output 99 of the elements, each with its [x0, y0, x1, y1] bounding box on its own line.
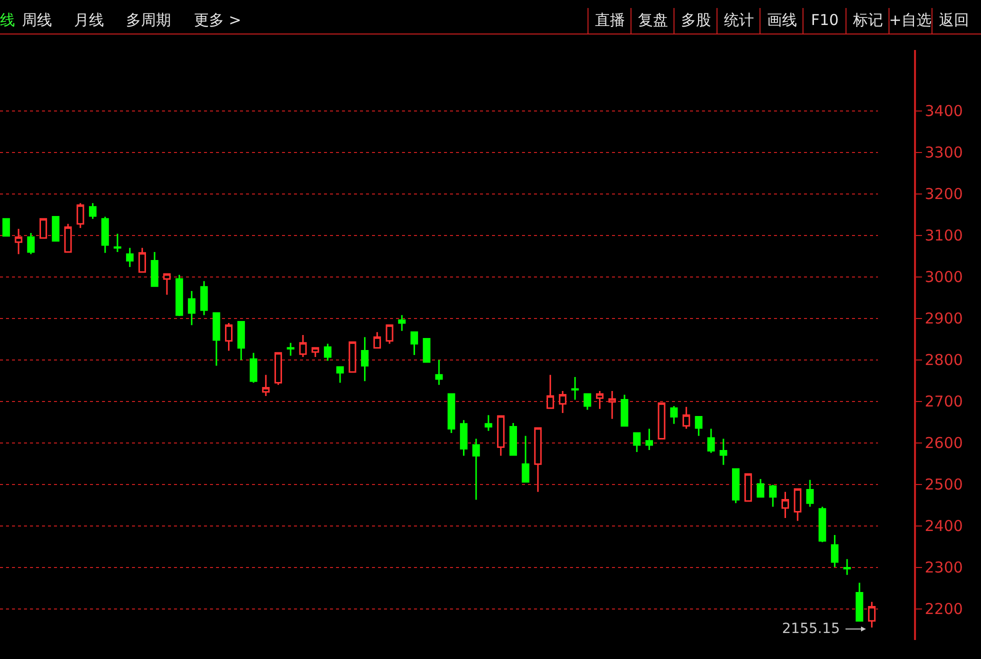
y-tick-label: 2200 — [924, 600, 963, 618]
candlestick — [534, 427, 542, 493]
candlestick — [596, 390, 604, 410]
y-tick-label: 2700 — [924, 392, 963, 411]
y-tick-label: 3100 — [924, 226, 963, 245]
candlestick — [114, 233, 122, 253]
candlestick — [324, 343, 332, 362]
candlestick — [398, 314, 406, 332]
candlestick — [312, 347, 320, 358]
candlestick — [806, 479, 814, 508]
candlestick — [336, 366, 344, 384]
candlestick — [707, 428, 715, 454]
text: 返回 — [939, 11, 969, 29]
candlestick — [756, 478, 764, 498]
candlestick — [497, 415, 505, 457]
y-tick-label: 3000 — [924, 268, 963, 286]
candlestick — [633, 432, 641, 453]
candlestick — [163, 273, 171, 296]
candlestick — [2, 218, 10, 237]
y-tick-label: 2300 — [924, 558, 963, 577]
candlestick — [14, 228, 22, 255]
text: 月线 — [74, 11, 104, 29]
y-tick-label: 2900 — [924, 310, 963, 328]
candlestick — [262, 374, 270, 397]
text: 画线 — [767, 11, 797, 29]
text: 周线 — [22, 11, 52, 29]
candlestick — [658, 402, 666, 440]
text: F10 — [811, 11, 839, 29]
candlestick — [200, 280, 208, 316]
candlestick — [373, 331, 381, 349]
text: 多周期 — [126, 11, 171, 29]
candlestick — [682, 406, 690, 430]
candlestick — [286, 342, 294, 357]
candlestick — [138, 247, 146, 273]
candlestick — [460, 419, 468, 457]
candlestick — [584, 393, 592, 410]
candlestick — [694, 416, 702, 437]
candlestick — [126, 247, 134, 268]
candlestick — [150, 251, 158, 287]
y-tick-label: 2500 — [924, 476, 963, 494]
candlestick — [732, 468, 740, 504]
text: 复盘 — [638, 11, 668, 29]
candlestick — [645, 428, 654, 451]
text: 直播 — [595, 11, 625, 29]
candlestick — [361, 336, 369, 382]
candlestick — [868, 601, 876, 628]
text: 标记 — [852, 11, 883, 29]
candlestick — [64, 223, 72, 253]
candlestick — [830, 534, 838, 568]
text: 多股 — [681, 11, 711, 29]
candlestick — [299, 334, 307, 358]
candlestick — [509, 422, 517, 456]
candlestick — [558, 390, 566, 414]
candlestick — [250, 352, 258, 384]
candlestick — [670, 405, 678, 425]
candlestick — [386, 324, 394, 345]
candlestick — [818, 506, 826, 543]
candlestick — [522, 435, 530, 483]
candlestick — [571, 376, 579, 401]
candlestick — [52, 216, 60, 242]
y-tick-label: 2400 — [924, 517, 963, 536]
annotation: 2155.15 — [782, 621, 840, 637]
y-tick-label: 3400 — [924, 102, 963, 120]
candlestick — [224, 322, 233, 352]
candlestick — [856, 582, 864, 622]
candlestick — [448, 393, 456, 434]
y-tick-label: 3300 — [924, 144, 963, 162]
candlestick — [484, 414, 492, 432]
y-tick-label: 2600 — [924, 434, 963, 452]
candlestick — [76, 202, 84, 229]
candlestick — [794, 488, 802, 522]
candlestick — [348, 341, 356, 373]
candlestick — [40, 218, 48, 239]
candlestick — [744, 473, 752, 502]
y-tick-label: 3200 — [924, 185, 963, 204]
candlestick — [720, 438, 728, 466]
candlestick — [472, 438, 480, 501]
candlestick — [176, 274, 184, 317]
candlestick — [769, 484, 777, 508]
candlestick — [546, 374, 554, 409]
candlestick — [410, 331, 418, 356]
text: 更多 > — [194, 11, 242, 29]
candlestick — [88, 202, 97, 220]
candlestick — [237, 321, 245, 361]
candlestick — [188, 290, 196, 326]
candlestick — [608, 390, 616, 420]
text: +自选 — [889, 11, 932, 29]
candlestick — [27, 232, 35, 255]
candlestick — [212, 312, 220, 366]
text: 统计 — [724, 11, 754, 29]
candlestick — [620, 394, 628, 427]
candlestick — [781, 491, 790, 519]
candlestick — [274, 352, 282, 386]
candlestick — [435, 359, 443, 386]
candlestick — [101, 216, 109, 254]
candlestick — [422, 338, 430, 363]
y-tick-label: 2800 — [924, 351, 963, 370]
candlestick — [843, 558, 851, 576]
text: 线 — [0, 11, 15, 29]
